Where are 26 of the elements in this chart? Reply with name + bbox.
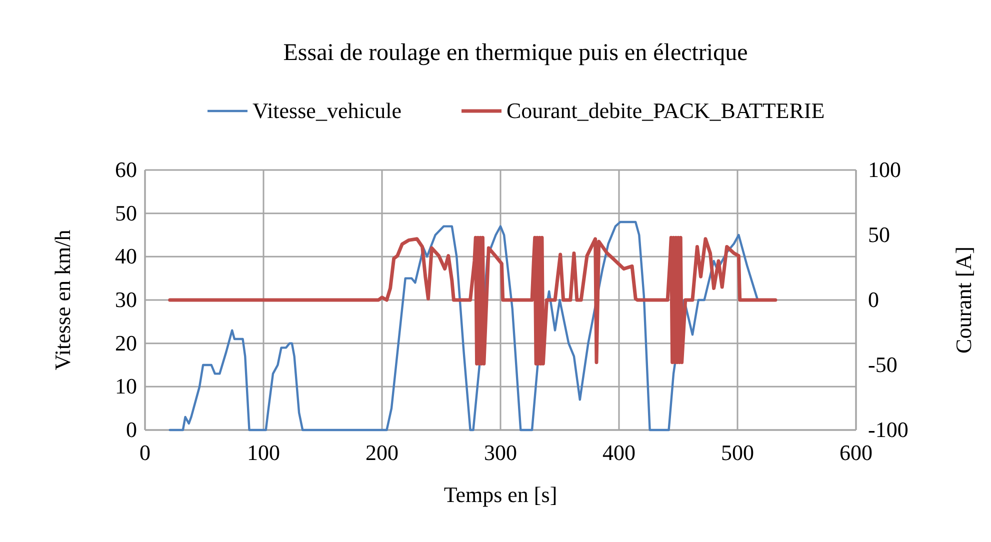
x-tick-label: 400 xyxy=(602,440,636,465)
y-axis-title: Vitesse en km/h xyxy=(50,230,75,370)
y-tick-label: 10 xyxy=(115,374,137,399)
chart-title: Essai de roulage en thermique puis en électrique xyxy=(283,40,748,66)
legend-label: Courant_debite_PACK_BATTERIE xyxy=(506,98,825,123)
x-tick-label: 300 xyxy=(484,440,517,465)
x-tick-label: 100 xyxy=(247,440,280,465)
x-axis-title: Temps en [s] xyxy=(444,482,558,507)
y2-tick-label: 0 xyxy=(868,287,879,312)
y-tick-label: 60 xyxy=(115,157,137,182)
y-tick-label: 30 xyxy=(115,287,137,312)
legend-label: Vitesse_vehicule xyxy=(252,98,402,123)
y2-tick-label: 100 xyxy=(868,157,901,182)
y-tick-label: 0 xyxy=(126,417,137,442)
x-tick-label: 600 xyxy=(840,440,872,465)
y-tick-label: 40 xyxy=(115,244,137,269)
y-tick-label: 20 xyxy=(115,330,137,356)
line-series xyxy=(168,220,759,432)
line-series xyxy=(168,236,778,366)
y2-axis-title: Courant [A] xyxy=(951,246,976,354)
y2-tick-label: -50 xyxy=(868,352,898,377)
x-tick-label: 200 xyxy=(366,440,398,465)
y2-tick-label: 50 xyxy=(868,222,890,247)
x-tick-label: 500 xyxy=(721,440,754,465)
y-tick-label: 50 xyxy=(115,200,137,226)
y2-tick-label: -100 xyxy=(868,417,908,442)
